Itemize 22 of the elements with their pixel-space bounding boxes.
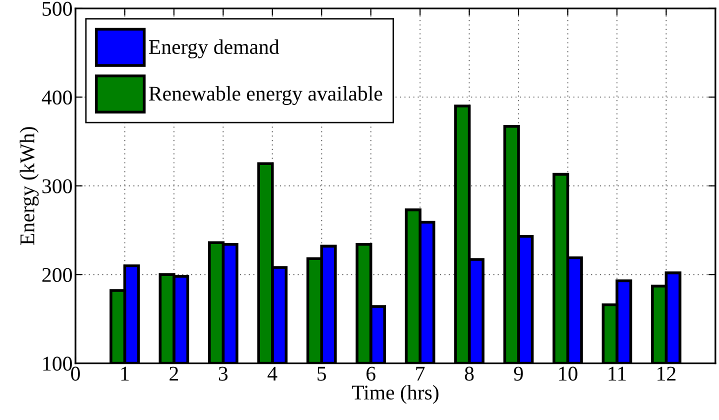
x-tick-label: 4 [268, 366, 278, 381]
y-tick-label: 300 [42, 179, 72, 194]
y-axis-title: Energy (kWh) [20, 127, 39, 245]
y-tick-label: 100 [43, 356, 72, 371]
x-tick-label: 2 [170, 366, 178, 381]
x-tick-label: 8 [464, 366, 474, 381]
legend-label: Renewable energy available [149, 86, 382, 105]
x-tick-label: 10 [559, 366, 578, 381]
x-tick-label: 5 [318, 366, 326, 381]
y-tick-label: 500 [42, 2, 72, 16]
x-tick-label: 11 [608, 366, 626, 381]
x-tick-label: 0 [71, 366, 80, 381]
y-tick-label: 400 [42, 90, 72, 105]
x-tick-label: 1 [121, 366, 129, 381]
legend-label: Energy demand [149, 39, 280, 58]
x-tick-label: 12 [658, 366, 676, 381]
x-axis-title: Time (hrs) [352, 384, 438, 404]
x-tick-label: 9 [514, 366, 523, 381]
y-tick-label: 200 [42, 268, 72, 282]
x-tick-label: 7 [416, 366, 425, 381]
x-tick-label: 6 [366, 366, 376, 381]
x-tick-label: 3 [218, 366, 228, 381]
